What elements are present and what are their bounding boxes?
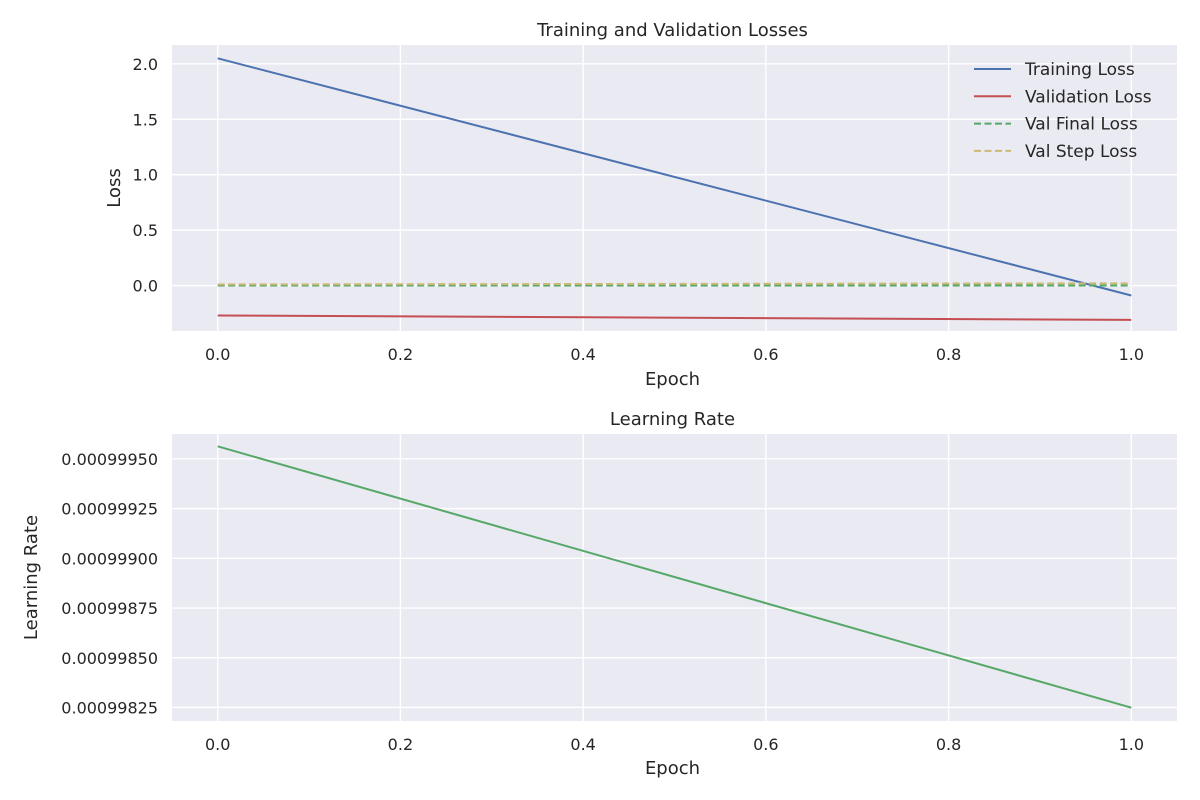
x-tick-label: 0.4	[570, 345, 595, 364]
y-axis-label: Learning Rate	[21, 515, 42, 640]
y-axis-label: Loss	[104, 168, 125, 207]
legend: Training Loss Validation Loss Val Final Lo…	[974, 60, 1152, 162]
y-tick-label: 0.00099950	[61, 450, 158, 469]
y-tick-label: 0.00099875	[61, 599, 158, 618]
chart-title: Learning Rate	[610, 409, 735, 430]
x-tick-label: 0.8	[936, 735, 961, 754]
legend-label: Val Final Loss	[1025, 115, 1138, 135]
x-tick-label: 0.2	[388, 735, 413, 754]
y-tick-label: 0.00099850	[61, 649, 158, 668]
legend-label: Val Step Loss	[1025, 142, 1137, 162]
x-tick-label: 1.0	[1119, 345, 1144, 364]
x-tick-label: 0.4	[570, 735, 595, 754]
y-tick-label: 0.00099825	[61, 698, 158, 717]
x-tick-label: 0.2	[388, 345, 413, 364]
x-tick-label: 0.6	[753, 735, 778, 754]
x-tick-label: 0.8	[936, 345, 961, 364]
learning-rate-chart: 0.0 0.2 0.4 0.6 0.8 1.0 0.00099825 0.00099850 0.…	[21, 409, 1177, 779]
x-tick-label: 0.0	[205, 345, 230, 364]
series-line-training-loss	[217, 57, 1132, 297]
y-tick-label: 2.0	[133, 55, 158, 74]
x-tick-label: 1.0	[1119, 735, 1144, 754]
y-tick-label: 0.5	[133, 221, 158, 240]
x-tick-label: 0.0	[205, 735, 230, 754]
legend-label: Validation Loss	[1025, 87, 1152, 107]
y-tick-label: 0.0	[133, 277, 158, 296]
y-tick-label: 1.0	[133, 166, 158, 185]
y-tick-label: 0.00099900	[61, 549, 158, 568]
chart-title: Training and Validation Losses	[536, 20, 808, 41]
loss-chart: 0.0 0.2 0.4 0.6 0.8 1.0 0.0 0.5 1.0 1.5 2.0 Trainin…	[104, 20, 1177, 390]
legend-label: Training Loss	[1024, 60, 1135, 80]
x-axis-label: Epoch	[645, 758, 700, 779]
series-line-learning-rate	[217, 445, 1132, 709]
series-line-validation-loss	[217, 314, 1132, 321]
y-tick-label: 1.5	[133, 110, 158, 129]
x-axis-label: Epoch	[645, 369, 700, 390]
series-line-val-step-loss	[217, 282, 1132, 286]
x-tick-label: 0.6	[753, 345, 778, 364]
y-tick-label: 0.00099925	[61, 500, 158, 519]
